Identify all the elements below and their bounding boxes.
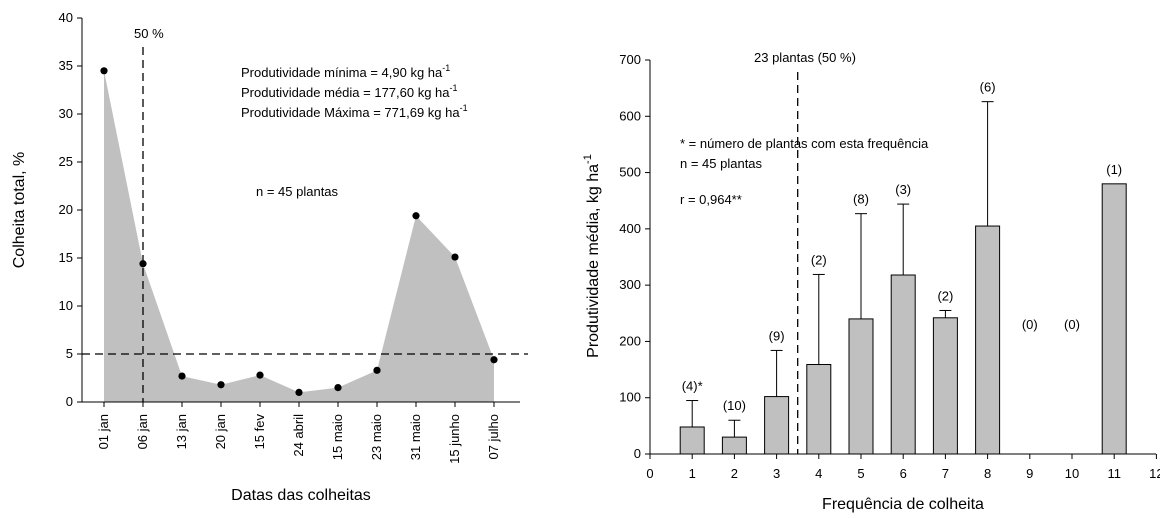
x-tick-label: 4: [815, 466, 822, 481]
right-chart: (4)*(10)(9)(2)(8)(3)(2)(6)(0) (0)(1) 0100…: [582, 50, 1160, 513]
data-point: [373, 366, 381, 374]
bar: [848, 318, 874, 455]
data-point: [490, 356, 498, 364]
count-label: (0): [1064, 317, 1080, 332]
y-tick-label: 20: [59, 202, 73, 217]
bars: (4)* (10) (9) (2) (8) (3) (2) (6) (0) (0) (1): [679, 80, 1127, 455]
y-tick-label: 5: [66, 346, 73, 361]
x-tick-label: 06 jan: [135, 414, 150, 449]
y-tick-label: 10: [59, 298, 73, 313]
left-x-axis-title: Datas das colheitas: [231, 487, 371, 504]
y-tick-label: 600: [619, 108, 641, 123]
star-note: * = número de plantas com esta frequênci…: [680, 136, 929, 151]
right-y-axis-title: Produtividade média, kg ha-1: [582, 154, 602, 358]
bar: [721, 436, 747, 455]
left-chart: 0 5 10 15 20 25 30 35 40 01 jan 06 jan 13 jan 20 ja…: [11, 10, 528, 504]
vline-label: 23 plantas (50 %): [754, 50, 856, 65]
x-ticks: 01 jan 06 jan 13 jan 20 jan 15 fev 24 abril 15…: [96, 402, 501, 464]
correlation-label: r = 0,964**: [680, 192, 742, 207]
bar: [932, 317, 958, 455]
left-y-axis-title: Colheita total, %: [11, 152, 28, 269]
y-tick-label: 300: [619, 277, 641, 292]
bar: [890, 274, 916, 455]
bar: [975, 225, 1001, 455]
y-ticks: 0 5 10 15 20 25 30 35 40: [59, 10, 82, 409]
x-tick-label: 15 junho: [447, 414, 462, 464]
x-tick-label: 6: [900, 466, 907, 481]
area-fill: [104, 70, 494, 403]
data-points: [100, 67, 498, 396]
count-label: (4)*: [682, 379, 703, 394]
y-tick-label: 0: [634, 446, 641, 461]
y-tick-label: 500: [619, 165, 641, 180]
count-label: (6): [980, 80, 996, 95]
x-tick-label: 24 abril: [291, 414, 306, 457]
data-point: [256, 371, 264, 379]
bar: [679, 426, 705, 455]
n-plants-label: n = 45 plantas: [680, 156, 763, 171]
count-label: (2): [811, 252, 827, 267]
x-tick-label: 9: [1026, 466, 1033, 481]
x-tick-label: 1: [689, 466, 696, 481]
x-tick-label: 23 maio: [369, 414, 384, 460]
y-tick-label: 30: [59, 106, 73, 121]
vline-label: 50 %: [134, 26, 164, 41]
x-tick-label: 20 jan: [213, 414, 228, 449]
mean-productivity-label: Produtividade média = 177,60 kg ha-1: [241, 83, 458, 100]
bar: [764, 396, 790, 455]
count-label: (2): [937, 288, 953, 303]
y-tick-label: 100: [619, 390, 641, 405]
count-label: (0): [1022, 317, 1038, 332]
x-tick-label: 5: [857, 466, 864, 481]
x-tick-label: 8: [984, 466, 991, 481]
x-tick-label: 15 fev: [252, 414, 267, 450]
y-tick-label: 35: [59, 58, 73, 73]
count-label: (3): [895, 182, 911, 197]
x-tick-label: 10: [1065, 466, 1079, 481]
x-tick-label: 01 jan: [96, 414, 111, 449]
x-tick-label: 31 maio: [408, 414, 423, 460]
bar: [1101, 183, 1127, 455]
data-point: [139, 260, 147, 268]
x-tick-label: 3: [773, 466, 780, 481]
data-point: [100, 67, 108, 75]
x-tick-label: 07 julho: [486, 414, 501, 460]
y-tick-label: 200: [619, 333, 641, 348]
bar: [806, 364, 832, 455]
min-productivity-label: Produtividade mínima = 4,90 kg ha-1: [241, 63, 450, 80]
x-tick-label: 0: [646, 466, 653, 481]
x-tick-label: 2: [731, 466, 738, 481]
x-tick-label: 7: [942, 466, 949, 481]
max-productivity-label: Produtividade Máxima = 771,69 kg ha-1: [241, 103, 468, 120]
count-label: (8): [853, 192, 869, 207]
y-tick-label: 40: [59, 10, 73, 25]
count-label: (9): [769, 328, 785, 343]
y-tick-label: 400: [619, 221, 641, 236]
y-ticks: 0 100 200 300 400 500 600 700: [619, 52, 650, 461]
x-tick-label: 13 jan: [174, 414, 189, 449]
count-label: (1): [1106, 162, 1122, 177]
count-label: (10): [723, 398, 746, 413]
data-point: [451, 253, 459, 261]
x-tick-label: 11: [1107, 466, 1121, 481]
data-point: [178, 372, 186, 380]
data-point: [412, 212, 420, 220]
right-x-axis-title: Frequência de colheita: [822, 496, 984, 513]
data-point: [217, 381, 225, 389]
y-tick-label: 700: [619, 52, 641, 67]
y-tick-label: 25: [59, 154, 73, 169]
data-point: [334, 384, 342, 392]
x-tick-label: 15 maio: [330, 414, 345, 460]
x-tick-label: 12: [1149, 466, 1160, 481]
y-tick-label: 0: [66, 394, 73, 409]
data-point: [295, 388, 303, 396]
y-tick-label: 15: [59, 250, 73, 265]
n-plants-label: n = 45 plantas: [256, 184, 339, 199]
